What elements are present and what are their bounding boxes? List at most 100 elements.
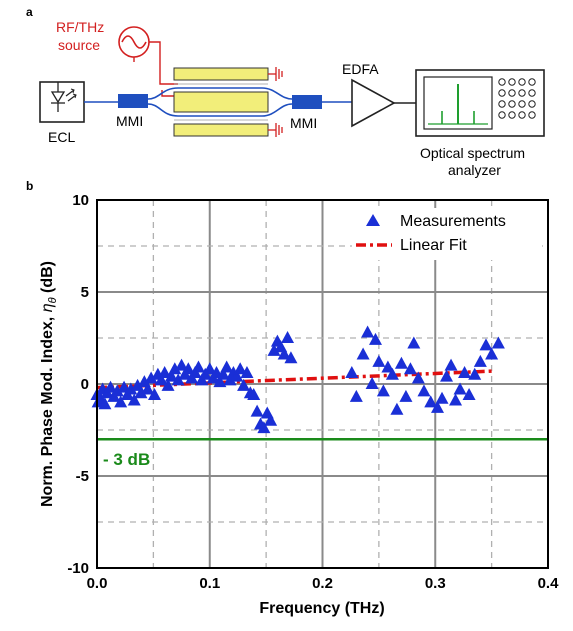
osa-label-2: analyzer [448,162,501,178]
data-point [468,367,482,380]
y-axis-title-symbol: η [39,303,56,312]
mmi-right [292,95,322,109]
y-axis-title-subscript: θ [47,297,59,303]
x-tick-label: 0.0 [87,575,108,592]
plot-frame [96,199,549,569]
x-tick-label: 0.4 [538,575,560,592]
modulator-arms [147,87,293,117]
data-point [191,360,205,373]
modulator [173,67,269,137]
y-ticks: -10 -5 0 5 10 [67,192,89,577]
legend-label-measurements: Measurements [400,213,506,230]
y-axis-title: Norm. Phase Mod. Index, ηθ (dB) [39,261,59,507]
data-point [381,360,395,373]
data-point [376,384,390,397]
data-point [264,413,278,426]
data-point [453,382,467,395]
y-tick-label: -5 [76,468,89,485]
data-point [458,365,472,378]
data-point [365,377,379,389]
data-point [175,358,189,371]
data-point [124,382,138,395]
y-tick-label: 10 [72,192,89,209]
data-point [110,384,124,397]
data-point [284,351,298,364]
data-point [345,365,359,378]
rf-source-label-2: source [58,37,100,53]
data-point [98,397,112,410]
data-point [361,325,375,338]
data-point [417,384,431,397]
data-point [158,365,172,378]
y-axis-title-main: Norm. Phase Mod. Index, [39,312,56,507]
mmi-left-label: MMI [116,113,143,129]
data-point [247,388,261,401]
ecl-label: ECL [48,129,75,145]
data-point [148,388,162,401]
data-point [372,354,386,367]
data-point [462,388,476,401]
data-point [141,382,155,395]
data-point [368,332,382,345]
data-point [390,402,404,415]
data-point [440,369,454,382]
x-ticks: 0.0 0.1 0.2 0.3 0.4 [87,575,560,592]
data-point [161,378,175,391]
x-axis-title: Frequency (THz) [259,600,384,617]
mmi-right-label: MMI [290,115,317,131]
setup-diagram: a RF/THz source ECL [26,5,545,178]
edfa-icon [351,78,396,128]
data-point [216,367,230,380]
data-point [181,362,195,375]
data-point [203,362,217,375]
data-point [399,389,413,402]
data-point [449,393,463,406]
legend-box [352,208,542,260]
rf-source-icon [118,26,150,58]
data-point [485,347,499,360]
data-point [281,331,295,343]
rf-feed-lines [133,41,178,97]
x-tick-label: 0.1 [199,575,220,592]
data-point [435,391,449,404]
legend-marker-measurements [366,214,380,226]
x-tick-label: 0.3 [425,575,446,592]
data-point [154,373,168,386]
data-point [385,367,399,380]
data-point [237,378,251,391]
threshold-line: - 3 dB [97,437,548,469]
y-axis-title-unit: (dB) [39,261,56,297]
data-point [168,362,182,375]
data-point [431,400,445,413]
data-point [171,373,185,386]
data-point [104,380,118,393]
data-point [114,395,128,408]
data-point [220,360,234,373]
chart-panel: b - 3 dB 0.0 0.1 0.2 0.3 0.4 -10 -5 0 5 10 Frequ… [26,179,559,617]
x-tick-label: 0.2 [312,575,333,592]
ecl-icon [39,81,85,123]
data-point [240,365,254,378]
data-point [127,393,141,406]
data-point [164,369,178,382]
data-point [444,358,458,371]
y-tick-label: 0 [81,376,89,393]
data-point [491,336,505,349]
data-point [134,386,148,399]
data-point [213,375,227,388]
legend: Measurements Linear Fit [352,208,542,260]
data-point [394,356,408,369]
y-tick-label: -10 [67,560,89,577]
data-point [230,369,244,382]
data-point [424,395,438,408]
data-points [90,325,505,434]
osa-icon [415,69,545,137]
data-point [403,362,417,375]
data-point [349,389,363,402]
ground-icon-top [268,67,283,81]
panel-a-label: a [26,5,33,19]
edfa-label: EDFA [342,61,379,77]
data-point [233,362,247,375]
data-point [356,347,370,360]
